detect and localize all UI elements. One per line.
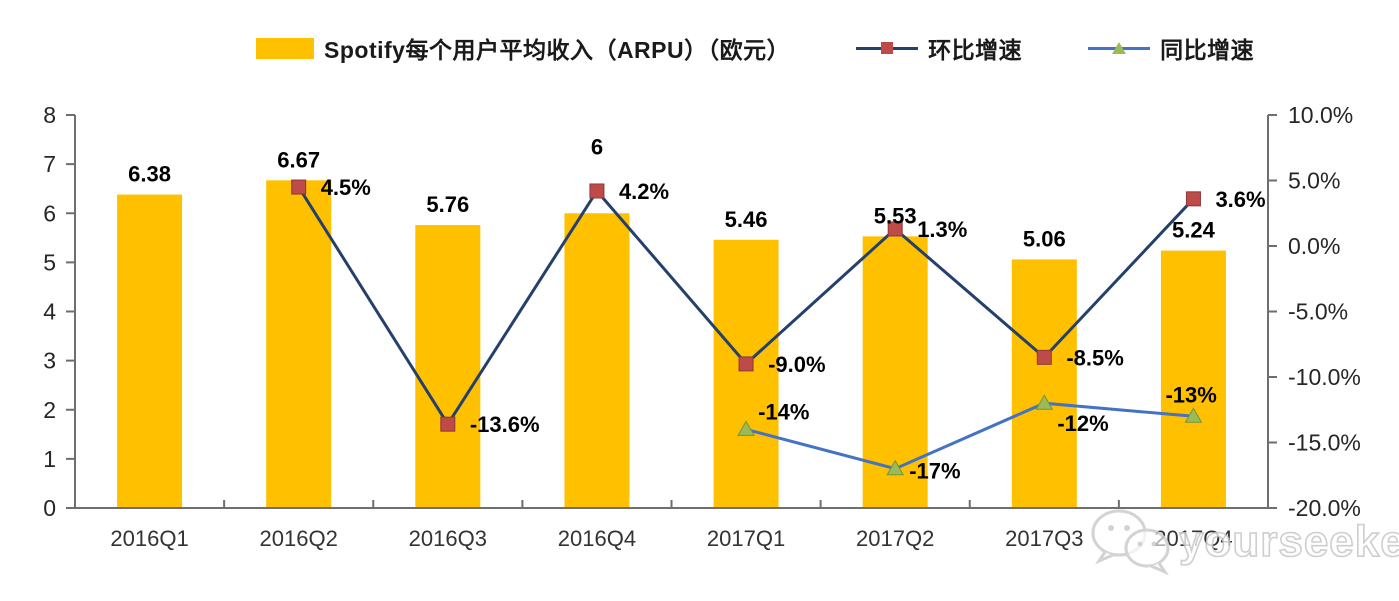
- bar-value-label: 6.38: [128, 162, 171, 187]
- qoq-marker: [291, 179, 307, 195]
- x-axis-category-label: 2016Q2: [260, 526, 338, 551]
- right-axis-tick-label: -10.0%: [1288, 364, 1361, 390]
- yoy-marker: [1035, 394, 1054, 410]
- arpu-bar: [564, 213, 630, 508]
- qoq-marker: [1185, 191, 1201, 207]
- yoy-value-label: -14%: [758, 399, 809, 424]
- yoy-value-label: -17%: [909, 459, 960, 484]
- yoy-marker: [737, 420, 755, 436]
- legend-arpu-label: Spotify每个用户平均收入（ARPU）（欧元）: [324, 37, 791, 63]
- bar-value-label: 6: [591, 134, 603, 159]
- x-axis-category-label: 2017Q3: [1005, 526, 1083, 551]
- x-axis-category-label: 2017Q1: [707, 526, 785, 551]
- qoq-marker: [887, 221, 903, 237]
- left-axis-tick-label: 6: [43, 200, 56, 226]
- x-axis-category-label: 2016Q1: [110, 526, 188, 551]
- legend-qoq-label: 环比增速: [928, 37, 1023, 63]
- right-axis-tick-label: -20.0%: [1288, 495, 1361, 521]
- qoq-value-label: 3.6%: [1215, 187, 1265, 212]
- bar-value-label: 5.46: [725, 207, 768, 232]
- qoq-line-swatch-icon: [856, 40, 919, 56]
- bar-value-label: 5.53: [874, 203, 917, 228]
- qoq-value-label: 1.3%: [917, 217, 967, 242]
- qoq-marker: [589, 183, 605, 199]
- legend-yoy-label: 同比增速: [1160, 37, 1255, 63]
- qoq-value-label: -8.5%: [1066, 345, 1123, 370]
- left-axis-tick-label: 7: [43, 151, 56, 177]
- legend-item-qoq: 环比增速: [856, 31, 1022, 65]
- chart-legend: Spotify每个用户平均收入（ARPU）（欧元） 环比增速 同比增速: [256, 33, 1254, 63]
- bar-value-label: 5.24: [1172, 218, 1216, 243]
- yoy-line: [745, 401, 1194, 471]
- arpu-bar-swatch-icon: [256, 37, 314, 59]
- arpu-bar: [266, 180, 332, 508]
- x-axis-category-label: 2017Q4: [1154, 526, 1232, 551]
- left-axis-tick-label: 5: [43, 249, 56, 275]
- qoq-value-label: -13.6%: [470, 412, 540, 437]
- left-axis-tick-label: 3: [43, 348, 56, 374]
- bar-value-label: 5.06: [1023, 226, 1066, 251]
- right-axis-tick-label: -15.0%: [1288, 430, 1361, 456]
- left-axis-tick-label: 1: [43, 446, 56, 472]
- left-axis-tick-label: 0: [43, 495, 56, 521]
- left-axis-tick-label: 4: [43, 299, 56, 325]
- yoy-value-label: -13%: [1165, 382, 1216, 407]
- x-axis-category-label: 2017Q2: [856, 526, 934, 551]
- arpu-bar: [1011, 259, 1077, 508]
- left-axis-tick-label: 2: [43, 397, 56, 423]
- yoy-line-swatch-icon: [1088, 40, 1151, 56]
- left-axis-tick-label: 8: [43, 102, 56, 128]
- bar-value-label: 5.76: [426, 192, 469, 217]
- x-axis-category-label: 2016Q3: [409, 526, 487, 551]
- legend-item-yoy: 同比增速: [1088, 31, 1254, 65]
- x-axis-category-label: 2016Q4: [558, 526, 636, 551]
- yoy-value-label: -12%: [1057, 411, 1108, 436]
- qoq-marker: [738, 356, 754, 372]
- yoy-marker: [1184, 407, 1203, 423]
- arpu-bar: [117, 194, 183, 508]
- qoq-marker: [1036, 349, 1052, 365]
- qoq-value-label: 4.5%: [321, 175, 371, 200]
- qoq-value-label: 4.2%: [619, 179, 669, 204]
- right-axis-tick-label: -5.0%: [1288, 299, 1348, 325]
- arpu-bar: [1160, 250, 1226, 508]
- right-axis-tick-label: 5.0%: [1288, 168, 1340, 194]
- bar-value-label: 6.67: [277, 147, 320, 172]
- arpu-bar: [713, 239, 779, 508]
- legend-item-arpu: Spotify每个用户平均收入（ARPU）（欧元）: [256, 31, 790, 65]
- right-axis-tick-label: 10.0%: [1288, 102, 1353, 128]
- yoy-marker: [886, 459, 905, 476]
- arpu-bar: [415, 225, 481, 509]
- right-axis-tick-label: 0.0%: [1288, 233, 1340, 259]
- qoq-marker: [440, 416, 456, 432]
- qoq-value-label: -9.0%: [768, 352, 825, 377]
